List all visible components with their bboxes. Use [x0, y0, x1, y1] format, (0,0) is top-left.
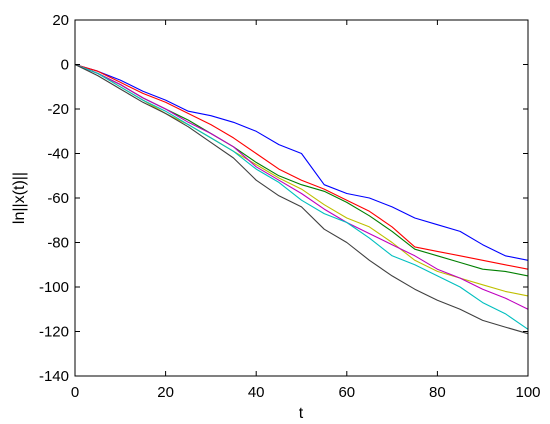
x-tick-label: 60: [338, 384, 355, 401]
x-axis-label: t: [299, 405, 304, 422]
series-line-2: [74, 63, 529, 270]
x-tick-label: 80: [429, 384, 446, 401]
y-tick-label: 20: [52, 12, 69, 29]
series-line-4: [74, 63, 529, 297]
y-tick-label: -40: [47, 146, 69, 163]
series-line-3: [74, 63, 529, 277]
x-tick-label: 0: [71, 384, 79, 401]
tick-labels: 0 20 40 60 80 100 20 0 -20 -40 -60 -80 -100 -120 -140: [39, 12, 541, 401]
series-line-1: [74, 63, 529, 261]
ticks-layer: [74, 19, 529, 377]
y-tick-label: -80: [47, 235, 69, 252]
series-line-5: [74, 63, 529, 310]
y-tick-label: -100: [39, 279, 69, 296]
series-layer: [74, 63, 529, 335]
series-line-6: [74, 63, 529, 330]
x-tick-label: 20: [157, 384, 174, 401]
y-tick-label: -120: [39, 324, 69, 341]
x-tick-label: 100: [515, 384, 540, 401]
y-tick-label: 0: [61, 57, 69, 74]
x-tick-label: 40: [248, 384, 265, 401]
series-line-7: [74, 64, 529, 335]
y-tick-label: -140: [39, 368, 69, 385]
y-tick-label: -20: [47, 101, 69, 118]
y-tick-label: -60: [47, 190, 69, 207]
y-axis-label: ln||x(t)||: [11, 172, 28, 224]
plot-frame: [74, 19, 529, 377]
